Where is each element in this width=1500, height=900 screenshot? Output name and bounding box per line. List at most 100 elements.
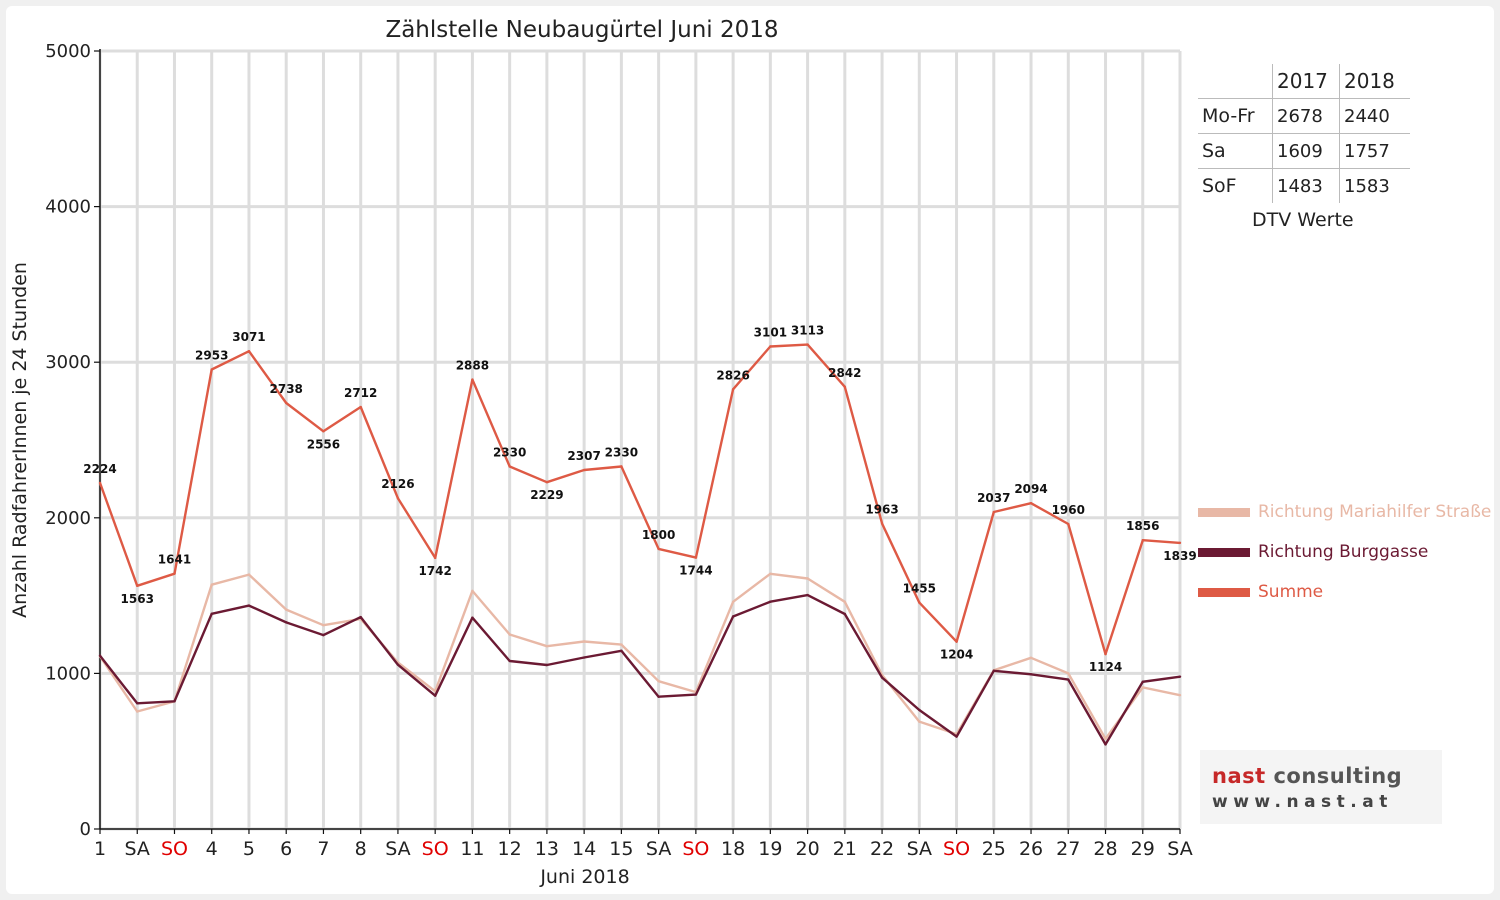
data-label: 2224 xyxy=(83,462,116,476)
x-tick-label: SA xyxy=(385,838,410,860)
series-point-0 xyxy=(210,583,213,586)
y-tick-label: 3000 xyxy=(45,352,91,373)
dtv-row-mofr: Mo-Fr 2678 2440 xyxy=(1198,98,1410,134)
series-point-2 xyxy=(285,401,288,405)
data-label: 1455 xyxy=(903,582,936,596)
data-label: 1563 xyxy=(121,592,154,606)
series-point-2 xyxy=(433,556,437,560)
x-tick-label: 7 xyxy=(317,838,329,860)
x-tick-label: SA xyxy=(125,838,150,860)
legend-item-summe: Summe xyxy=(1198,572,1491,612)
series-point-2 xyxy=(1178,541,1182,545)
data-label: 2094 xyxy=(1014,482,1047,496)
x-tick-label: 4 xyxy=(206,838,218,860)
series-point-1 xyxy=(1104,743,1107,746)
series-point-2 xyxy=(880,522,884,525)
series-point-2 xyxy=(210,368,213,371)
dtv-header-row: 2017 2018 xyxy=(1198,64,1410,99)
series-point-1 xyxy=(545,663,549,667)
series-point-2 xyxy=(694,556,698,559)
grid-lines xyxy=(98,49,1182,831)
data-label: 2037 xyxy=(977,491,1010,505)
series-point-1 xyxy=(620,649,623,653)
dtv-header-2018: 2018 xyxy=(1344,69,1395,93)
series-point-1 xyxy=(1067,678,1070,681)
data-label: 1742 xyxy=(418,564,451,578)
legend-label: Richtung Burggasse xyxy=(1258,542,1429,562)
y-axis-label: Anzahl RadfahrerInnen je 24 Stunden xyxy=(9,262,31,618)
x-tick-label: 25 xyxy=(982,838,1006,860)
company-logo: nast consulting www.nast.at xyxy=(1200,750,1442,824)
series-point-2 xyxy=(508,465,511,468)
legend-label: Richtung Mariahilfer Straße xyxy=(1258,502,1492,522)
series-point-2 xyxy=(918,601,921,604)
legend-swatch xyxy=(1198,587,1250,597)
data-label: 2330 xyxy=(493,445,526,459)
x-tick-label: SA xyxy=(1167,838,1192,860)
dtv-cell-2017: 2678 xyxy=(1272,98,1340,134)
series-line-2 xyxy=(98,343,1181,656)
x-tick-label: 22 xyxy=(870,838,894,860)
dtv-cell-2017: 1483 xyxy=(1272,168,1340,203)
series-point-0 xyxy=(322,623,325,627)
logo-name-accent: nast xyxy=(1212,764,1266,788)
dtv-table: 2017 2018 Mo-Fr 2678 2440 Sa 1609 1757 S… xyxy=(1198,64,1410,203)
x-tick-label: 26 xyxy=(1019,838,1043,860)
x-tick-label: 12 xyxy=(498,838,522,860)
dtv-row-sa: Sa 1609 1757 xyxy=(1198,133,1410,169)
series-point-0 xyxy=(247,573,251,576)
series-point-2 xyxy=(731,388,735,391)
series-point-0 xyxy=(285,608,288,611)
data-label: 2826 xyxy=(716,368,749,382)
x-tick-label: 6 xyxy=(280,838,292,860)
series-point-0 xyxy=(843,600,847,604)
y-tick-label: 1000 xyxy=(45,663,91,684)
series-point-0 xyxy=(657,679,660,683)
dtv-row-label: SoF xyxy=(1198,168,1273,203)
series-point-1 xyxy=(769,600,772,603)
series-point-2 xyxy=(843,385,847,388)
x-axis-label: Juni 2018 xyxy=(539,866,629,888)
data-label: 1124 xyxy=(1089,660,1122,674)
series-point-2 xyxy=(1104,652,1107,656)
series-point-1 xyxy=(136,702,139,705)
series-point-1 xyxy=(582,656,586,659)
legend: Richtung Mariahilfer Straße Richtung Bur… xyxy=(1198,492,1491,612)
series-layer xyxy=(98,343,1182,746)
x-tick-label: 19 xyxy=(758,838,782,860)
series-point-0 xyxy=(508,633,511,636)
data-label: 3071 xyxy=(232,330,265,344)
series-line-1 xyxy=(99,593,1181,746)
series-point-1 xyxy=(433,694,437,697)
series-point-1 xyxy=(359,615,362,619)
legend-label: Summe xyxy=(1258,582,1324,602)
series-point-0 xyxy=(471,589,474,593)
series-point-2 xyxy=(582,468,586,472)
x-tick-label: 18 xyxy=(721,838,745,860)
data-label: 1744 xyxy=(679,564,712,578)
x-tick-label: SO xyxy=(422,838,449,860)
series-point-0 xyxy=(1178,693,1182,697)
data-label: 1839 xyxy=(1163,549,1196,563)
series-point-2 xyxy=(471,378,474,381)
x-tick-label: 20 xyxy=(795,838,819,860)
logo-name-rest: consulting xyxy=(1273,764,1403,788)
data-label: 1960 xyxy=(1052,503,1085,517)
x-tick-label: 5 xyxy=(243,838,255,860)
legend-item-burggasse: Richtung Burggasse xyxy=(1198,532,1491,572)
series-point-2 xyxy=(247,349,251,353)
dtv-row-sof: SoF 1483 1583 xyxy=(1198,168,1410,203)
x-tick-label: 21 xyxy=(833,838,857,860)
data-label: 2330 xyxy=(605,445,638,459)
series-point-1 xyxy=(1141,680,1144,684)
legend-swatch xyxy=(1198,547,1250,557)
series-point-1 xyxy=(955,735,958,738)
dtv-caption: DTV Werte xyxy=(1252,209,1354,231)
dtv-cell-2017: 1609 xyxy=(1272,133,1340,169)
x-tick-label: SA xyxy=(646,838,671,860)
series-point-2 xyxy=(173,572,176,575)
series-point-2 xyxy=(1141,539,1144,542)
series-point-2 xyxy=(396,496,400,500)
y-tick-label: 5000 xyxy=(45,41,91,62)
series-point-1 xyxy=(843,612,847,616)
